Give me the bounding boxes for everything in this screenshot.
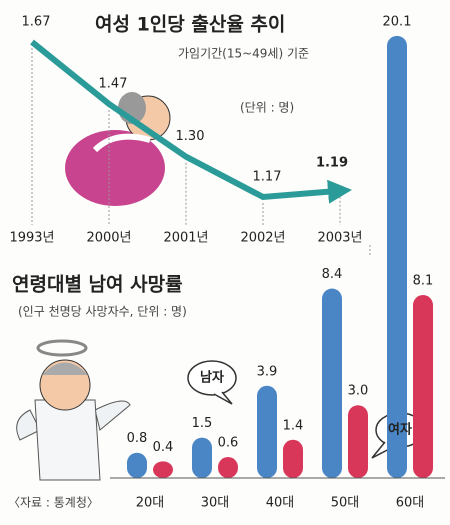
- chart-title: 여성 1인당 출산율 추이: [95, 14, 285, 36]
- value-label: 20.1: [383, 14, 412, 29]
- angel-illustration: [16, 339, 131, 481]
- bar: [387, 35, 407, 479]
- x-tick-label: 2002년: [240, 231, 285, 246]
- x-tick-label: 2003년: [317, 231, 362, 246]
- value-label: 1.19: [316, 155, 348, 170]
- bar: [127, 452, 147, 478]
- value-label: 1.47: [99, 77, 128, 92]
- bar: [413, 295, 433, 478]
- x-tick-label: 20대: [136, 496, 165, 511]
- chart-subtitle: (인구 천명당 사망자수, 단위 : 명): [18, 304, 187, 319]
- x-tick-label: 40대: [266, 496, 295, 511]
- x-tick-label: 50대: [331, 496, 360, 511]
- value-label: 3.0: [348, 384, 369, 399]
- value-label: 1.17: [253, 170, 282, 185]
- bar: [283, 439, 303, 478]
- value-label: 1.5: [192, 416, 213, 431]
- x-tick-label: 60대: [396, 496, 425, 511]
- unit-note: (단위 : 명): [240, 101, 294, 115]
- legend-label: 여자: [388, 422, 412, 438]
- value-label: 0.6: [218, 436, 239, 451]
- bar: [348, 405, 368, 478]
- value-label: 3.9: [257, 364, 278, 379]
- bar: [257, 385, 277, 478]
- x-tick-label: 2000년: [86, 231, 131, 246]
- value-label: 1.30: [176, 129, 205, 144]
- bar: [192, 437, 212, 478]
- value-label: 8.1: [413, 274, 434, 289]
- bar: [218, 457, 238, 478]
- source: 〈자료 : 통계청〉: [8, 496, 99, 510]
- woman-illustration: [65, 92, 171, 206]
- x-tick-label: 1993년: [9, 231, 54, 246]
- x-tick-label: 2001년: [163, 231, 208, 246]
- value-label: 1.67: [22, 15, 51, 30]
- line: [30, 39, 352, 204]
- x-tick-label: 30대: [201, 496, 230, 511]
- bar: [153, 461, 173, 478]
- bar: [322, 288, 342, 478]
- chart-title: 연령대별 남여 사망률: [12, 274, 183, 296]
- value-label: 1.4: [283, 418, 304, 433]
- value-label: 8.4: [322, 267, 343, 282]
- legend-label: 남자: [200, 370, 224, 386]
- value-label: 0.8: [127, 431, 148, 446]
- chart-subtitle: 가임기간(15~49세) 기준: [178, 47, 309, 61]
- value-label: 0.4: [153, 440, 174, 455]
